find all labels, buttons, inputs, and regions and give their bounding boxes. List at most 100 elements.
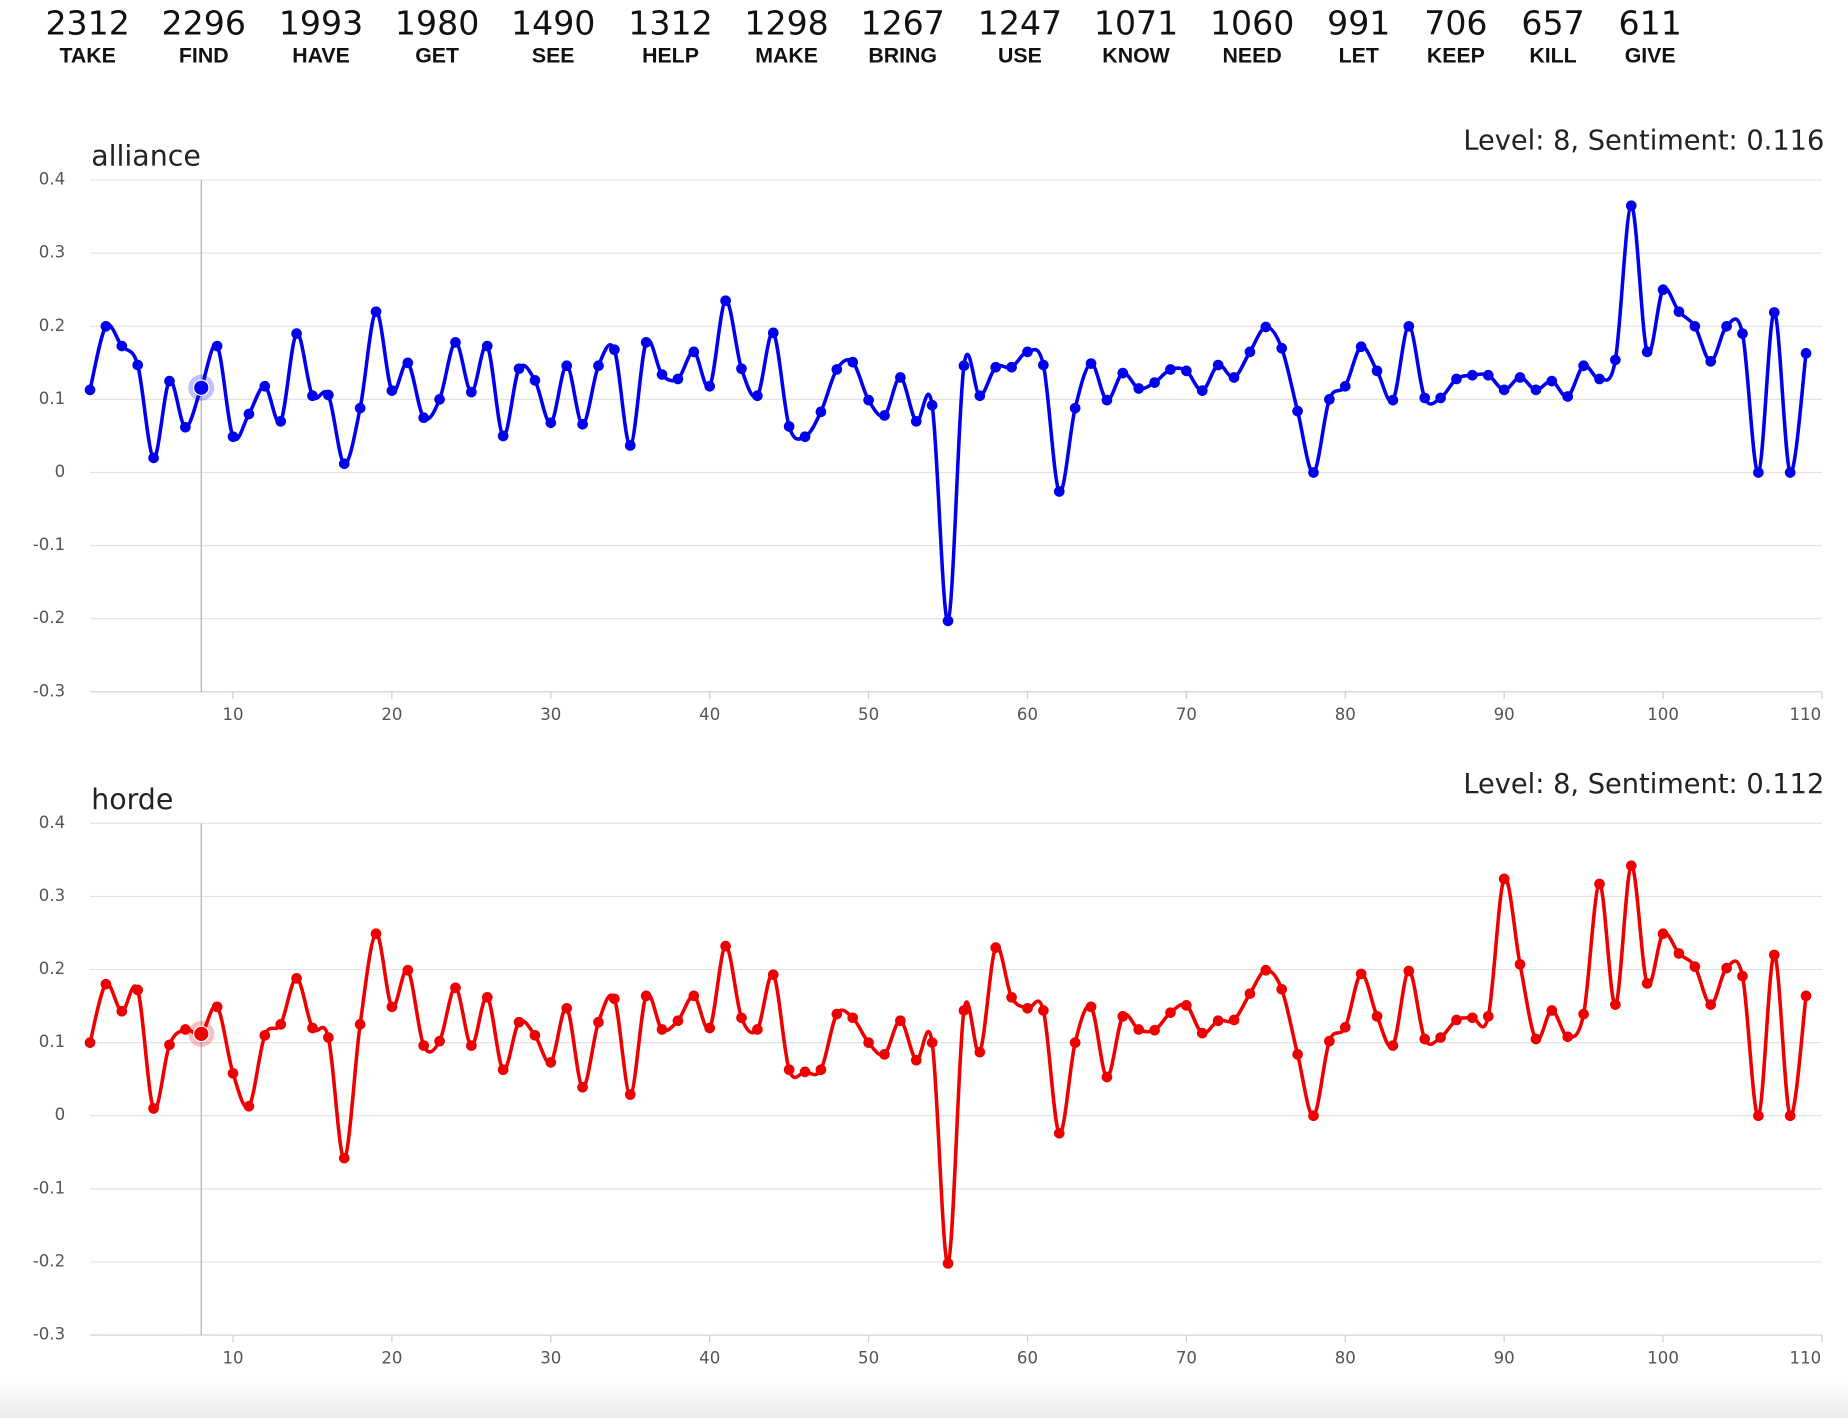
y-tick-label: 0.4	[39, 170, 65, 189]
point	[148, 1103, 159, 1114]
point	[942, 615, 954, 627]
point	[1308, 1110, 1319, 1122]
point	[227, 1068, 239, 1079]
x-tick-label: 10	[222, 705, 243, 724]
point	[1610, 999, 1621, 1010]
point	[164, 375, 175, 387]
point	[1085, 1001, 1097, 1013]
point	[1069, 402, 1081, 414]
y-tick-label: 0	[55, 1105, 66, 1124]
verb-word: KILL	[1529, 43, 1576, 67]
point	[307, 390, 318, 402]
point	[1101, 1071, 1113, 1083]
point	[974, 1046, 986, 1058]
series-line	[88, 863, 1808, 1266]
point	[1022, 1002, 1033, 1014]
point	[974, 390, 986, 402]
point	[577, 1081, 588, 1093]
point	[1339, 1021, 1351, 1033]
point	[577, 418, 588, 430]
point	[1181, 365, 1192, 377]
point	[1625, 860, 1637, 872]
verb-word: FIND	[179, 43, 229, 67]
point	[609, 344, 620, 356]
point	[656, 1024, 668, 1035]
verb-count: 1060	[1210, 3, 1294, 42]
point	[466, 386, 477, 398]
point	[720, 295, 731, 307]
chart-title: horde	[91, 783, 173, 816]
x-tick-label: 100	[1647, 705, 1679, 724]
verb-count: 1490	[511, 3, 595, 42]
verb-count: 2312	[45, 3, 129, 42]
point	[593, 360, 604, 372]
point	[1673, 306, 1685, 317]
verb-word: GIVE	[1625, 43, 1676, 67]
point	[1689, 320, 1701, 332]
point	[354, 1019, 366, 1030]
point	[958, 360, 970, 372]
x-tick-label: 50	[858, 1348, 879, 1367]
chart-title: alliance	[91, 140, 201, 173]
point	[990, 942, 1002, 953]
point	[1276, 342, 1288, 354]
point	[1292, 1049, 1303, 1060]
verb-count: 1980	[395, 3, 479, 42]
point	[1419, 392, 1431, 404]
hover-label: Level: 8, Sentiment: 0.116	[1463, 126, 1824, 157]
point	[275, 1019, 287, 1030]
point	[863, 394, 874, 406]
point	[736, 363, 747, 375]
point	[180, 1024, 191, 1035]
point	[259, 1029, 271, 1041]
point	[1467, 369, 1478, 381]
point	[529, 375, 541, 386]
point	[609, 993, 620, 1005]
x-tick-label: 100	[1647, 1348, 1679, 1367]
x-tick-label: 30	[540, 1348, 561, 1367]
point	[847, 356, 859, 368]
verb-count: 1267	[860, 3, 944, 42]
point	[688, 990, 700, 1002]
hover-point	[192, 1025, 210, 1043]
point	[672, 1015, 684, 1027]
verb-word: USE	[998, 43, 1042, 67]
hover-point	[192, 379, 210, 396]
x-tick-label: 110	[1790, 1348, 1822, 1367]
point	[1339, 380, 1351, 392]
point	[688, 346, 700, 358]
point	[1482, 369, 1494, 381]
point	[164, 1039, 175, 1051]
x-tick-label: 20	[381, 1348, 402, 1367]
point	[1212, 359, 1224, 371]
point	[799, 1066, 811, 1078]
point	[1244, 346, 1256, 358]
point	[1006, 361, 1017, 373]
verb-count: 1298	[744, 3, 828, 42]
point	[1212, 1015, 1224, 1027]
point	[1101, 394, 1113, 406]
point	[1768, 307, 1780, 318]
point	[291, 328, 302, 339]
verb-word: NEED	[1223, 43, 1282, 67]
point	[1371, 365, 1383, 377]
point	[879, 1049, 890, 1060]
point	[497, 1064, 509, 1076]
point	[1308, 467, 1319, 478]
point	[926, 399, 938, 411]
point	[180, 421, 191, 433]
verb-word: KEEP	[1427, 43, 1485, 67]
point	[100, 978, 112, 990]
point	[466, 1040, 477, 1051]
point	[1292, 405, 1303, 417]
verb-count: 1993	[279, 3, 363, 42]
point	[1053, 1127, 1065, 1139]
point	[1260, 964, 1272, 976]
point	[1784, 1110, 1796, 1122]
point	[323, 389, 334, 401]
hover-label: Level: 8, Sentiment: 0.112	[1463, 769, 1824, 800]
point	[1800, 348, 1812, 359]
point	[1514, 959, 1526, 970]
point	[497, 430, 509, 442]
point	[1403, 320, 1415, 332]
